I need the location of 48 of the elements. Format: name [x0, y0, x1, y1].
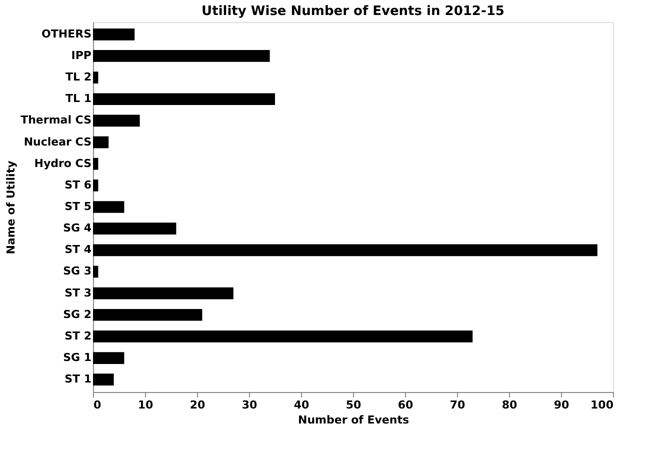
- x-tick-label: 10: [138, 398, 154, 412]
- bar: [93, 28, 135, 40]
- y-tick-label: SG 4: [63, 222, 92, 235]
- y-tick-label: SG 3: [63, 264, 92, 278]
- x-tick-label: 20: [190, 398, 206, 412]
- y-tick-label: ST 2: [64, 329, 92, 342]
- x-tick-label: 90: [554, 398, 570, 412]
- bar: [93, 308, 202, 321]
- bar: [93, 374, 114, 386]
- bar: [93, 222, 176, 235]
- y-tick-label: TL 2: [66, 70, 92, 84]
- y-tick-label: SG 1: [63, 351, 92, 364]
- bar: [93, 179, 98, 192]
- bar: [93, 287, 234, 300]
- y-tick-label: ST 1: [64, 372, 92, 386]
- y-tick-label: TL 1: [66, 92, 92, 106]
- y-tick-label: Thermal CS: [20, 114, 92, 127]
- bar: [93, 201, 124, 213]
- y-tick-label: ST 4: [64, 243, 92, 256]
- y-tick-label: ST 3: [64, 286, 92, 300]
- y-tick-label: Hydro CS: [34, 156, 92, 170]
- bar: [93, 352, 124, 364]
- y-tick-label: ST 5: [64, 200, 92, 213]
- x-tick-label: 0: [94, 398, 102, 412]
- x-tick-label: 60: [398, 398, 414, 412]
- bar: [93, 72, 98, 84]
- bar: [93, 136, 109, 148]
- y-tick-label: OTHERS: [42, 27, 92, 40]
- x-tick-label: 50: [346, 398, 362, 412]
- bar: [93, 93, 275, 106]
- bar: [93, 244, 598, 256]
- y-tick-label: IPP: [71, 48, 92, 62]
- x-tick-label: 80: [502, 398, 518, 412]
- x-tick-label: 30: [242, 398, 258, 412]
- bar: [93, 114, 140, 127]
- bar: [93, 330, 473, 342]
- bar: [93, 266, 98, 278]
- x-tick-label: 70: [450, 398, 466, 412]
- x-tick-label: 40: [294, 398, 310, 412]
- y-tick-label: ST 6: [64, 178, 92, 192]
- bar: [93, 158, 98, 170]
- x-axis-title: Number of Events: [298, 414, 410, 426]
- y-tick-label: Nuclear CS: [24, 135, 92, 148]
- y-axis-title: Name of Utility: [4, 160, 18, 254]
- chart-title: Utility Wise Number of Events in 2012-15: [202, 4, 504, 19]
- x-tick-label: 100: [590, 398, 614, 412]
- bar: [93, 50, 270, 62]
- y-tick-label: SG 2: [63, 308, 92, 321]
